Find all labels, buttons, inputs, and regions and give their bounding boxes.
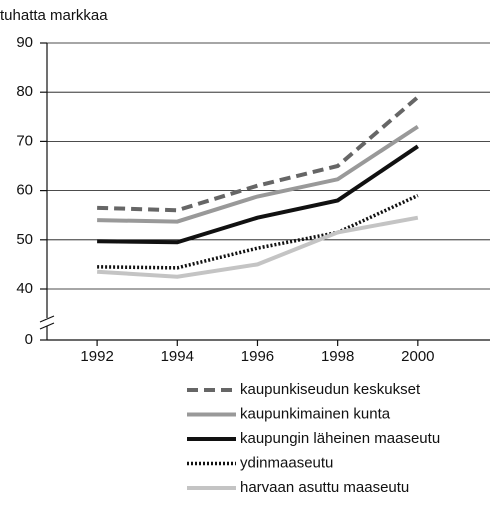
y-tick-label: 60 [16, 182, 33, 199]
legend-label: harvaan asuttu maaseutu [240, 479, 409, 496]
axis-break-gap [40, 318, 54, 326]
legend-label: kaupunkiseudun keskukset [240, 381, 421, 398]
y-tick-label: 50 [16, 231, 33, 248]
x-tick-label: 1994 [161, 348, 194, 365]
legend-label: ydinmaaseutu [240, 454, 333, 471]
y-tick-label: 90 [16, 34, 33, 51]
y-tick-label: 70 [16, 132, 33, 149]
legend-label: kaupungin läheinen maaseutu [240, 430, 440, 447]
legend-label: kaupunkimainen kunta [240, 405, 391, 422]
axis-break [39, 315, 55, 330]
x-tick-label: 1998 [321, 348, 354, 365]
y-tick-label: 40 [16, 280, 33, 297]
series-line [97, 193, 419, 270]
y-tick-label: 80 [16, 83, 33, 100]
series-line [97, 95, 420, 213]
x-tick-label: 1992 [80, 348, 113, 365]
x-tick-label: 1996 [241, 348, 274, 365]
y-axis-label: tuhatta markkaa [0, 7, 108, 24]
series-line [97, 144, 419, 245]
x-tick-label: 2000 [401, 348, 434, 365]
series-line [97, 124, 419, 224]
y-tick-label: 0 [25, 331, 33, 348]
series-line [96, 215, 419, 279]
